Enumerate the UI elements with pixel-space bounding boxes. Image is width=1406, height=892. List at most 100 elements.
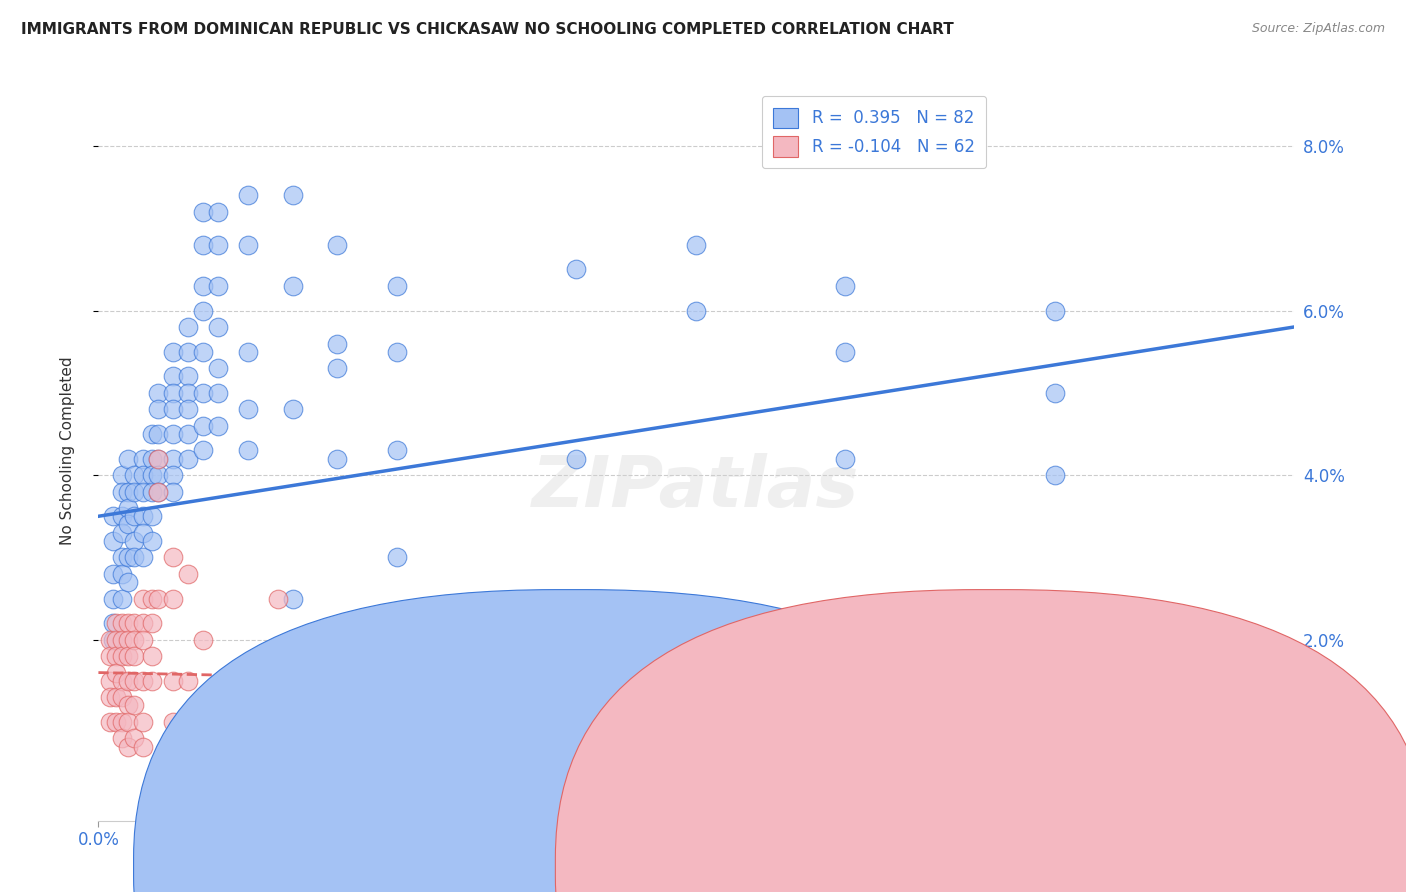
Point: [132, 451, 155, 466]
Point: [177, 673, 200, 688]
Point: [117, 484, 139, 499]
Point: [111, 731, 134, 746]
Point: [132, 673, 155, 688]
Point: [132, 525, 155, 540]
Point: [281, 279, 304, 293]
Point: [103, 632, 125, 647]
Point: [191, 344, 214, 359]
Point: [105, 690, 128, 705]
Point: [207, 320, 229, 334]
Point: [124, 673, 146, 688]
Point: [1043, 385, 1066, 400]
Point: [111, 632, 134, 647]
Point: [565, 632, 588, 647]
Point: [132, 468, 155, 483]
Point: [356, 632, 378, 647]
Point: [124, 698, 146, 713]
Text: IMMIGRANTS FROM DOMINICAN REPUBLIC VS CHICKASAW NO SCHOOLING COMPLETED CORRELATI: IMMIGRANTS FROM DOMINICAN REPUBLIC VS CH…: [21, 22, 953, 37]
Point: [207, 385, 229, 400]
Point: [191, 443, 214, 458]
Point: [132, 484, 155, 499]
Point: [475, 714, 498, 729]
Point: [281, 188, 304, 202]
Point: [141, 616, 163, 631]
Point: [685, 237, 707, 252]
Point: [111, 550, 134, 565]
Point: [117, 616, 139, 631]
Point: [1043, 468, 1066, 483]
Point: [117, 517, 139, 532]
Point: [177, 369, 200, 384]
Point: [117, 673, 139, 688]
Point: [98, 632, 122, 647]
Point: [191, 731, 214, 746]
Point: [177, 566, 200, 581]
Point: [117, 501, 139, 516]
Point: [207, 205, 229, 219]
Point: [177, 451, 200, 466]
Point: [105, 714, 128, 729]
Legend: R =  0.395   N = 82, R = -0.104   N = 62: R = 0.395 N = 82, R = -0.104 N = 62: [762, 96, 987, 169]
Point: [236, 188, 259, 202]
Point: [117, 451, 139, 466]
Point: [385, 344, 409, 359]
Point: [236, 443, 259, 458]
Point: [132, 714, 155, 729]
Point: [162, 427, 184, 442]
Point: [326, 237, 349, 252]
Point: [111, 616, 134, 631]
Point: [111, 714, 134, 729]
Point: [98, 649, 122, 664]
Point: [124, 616, 146, 631]
Point: [141, 427, 163, 442]
Point: [162, 468, 184, 483]
Point: [162, 591, 184, 606]
Point: [124, 632, 146, 647]
Point: [236, 665, 259, 680]
Point: [111, 566, 134, 581]
Point: [132, 550, 155, 565]
Point: [177, 402, 200, 417]
Point: [267, 591, 290, 606]
Point: [162, 385, 184, 400]
Point: [162, 714, 184, 729]
Point: [177, 344, 200, 359]
Point: [565, 262, 588, 277]
Point: [267, 649, 290, 664]
Point: [111, 509, 134, 524]
Point: [132, 616, 155, 631]
Point: [117, 649, 139, 664]
Point: [141, 484, 163, 499]
Point: [141, 468, 163, 483]
Point: [148, 468, 170, 483]
Point: [98, 690, 122, 705]
Point: [148, 427, 170, 442]
Point: [148, 591, 170, 606]
Text: ZIPatlas: ZIPatlas: [533, 453, 859, 522]
Text: Chickasaw: Chickasaw: [1012, 860, 1094, 874]
Point: [385, 550, 409, 565]
Point: [124, 649, 146, 664]
Point: [191, 418, 214, 433]
Point: [834, 451, 856, 466]
Point: [141, 649, 163, 664]
Point: [105, 649, 128, 664]
Point: [236, 237, 259, 252]
Point: [148, 484, 170, 499]
Point: [162, 402, 184, 417]
Point: [117, 575, 139, 590]
Point: [132, 739, 155, 754]
Point: [191, 632, 214, 647]
Point: [177, 320, 200, 334]
Point: [148, 451, 170, 466]
Point: [111, 525, 134, 540]
Point: [111, 468, 134, 483]
Point: [326, 451, 349, 466]
Point: [148, 385, 170, 400]
Point: [207, 361, 229, 376]
Point: [191, 205, 214, 219]
Point: [148, 402, 170, 417]
Point: [236, 402, 259, 417]
Point: [132, 632, 155, 647]
Point: [685, 303, 707, 318]
